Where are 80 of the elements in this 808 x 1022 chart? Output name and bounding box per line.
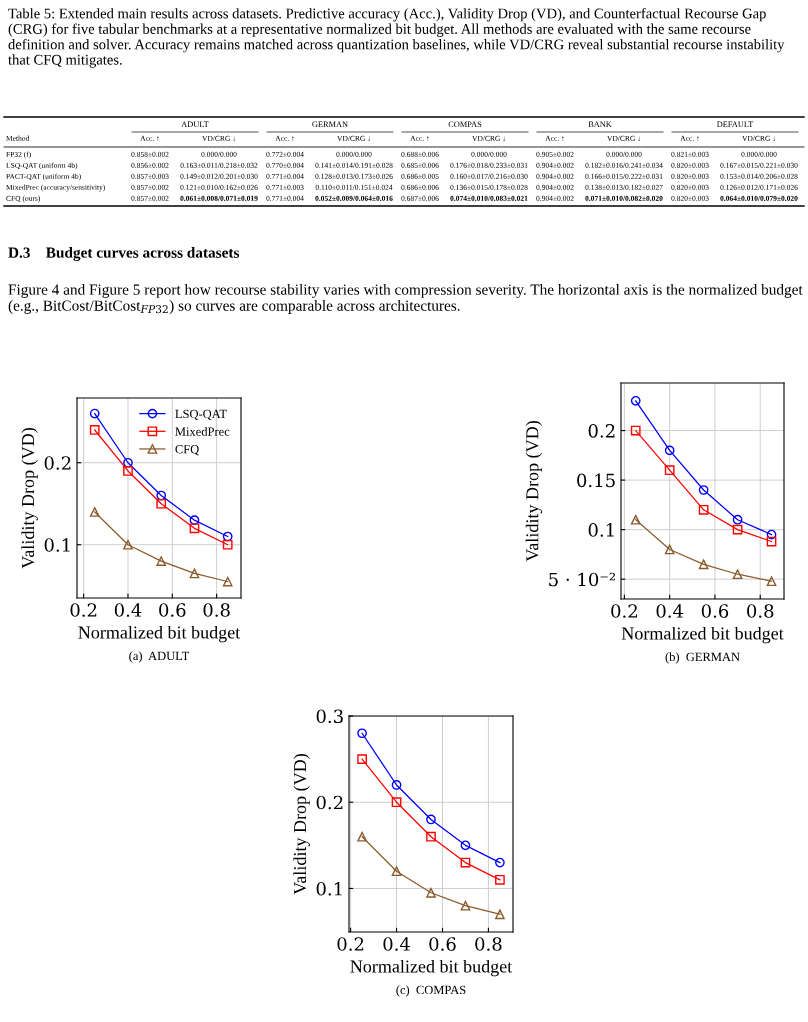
point [222,576,233,587]
y-tick-label: 0.2 [316,795,343,810]
point [189,568,200,579]
point [391,866,402,877]
x-tick-label: 0.2 [337,937,364,951]
x-tick-label: 0.6 [701,604,729,618]
point [357,831,367,842]
x-tick-label: 0.6 [159,603,186,617]
point [426,814,436,825]
point [698,504,709,515]
legend-label: MixedPrec [175,426,230,436]
point [89,425,100,435]
point [460,900,471,911]
point [460,857,471,868]
point [89,507,100,517]
legend-label: LSQ-QAT [175,409,227,421]
y-tick-label: 0.15 [577,473,615,488]
y-tick-label: 0.1 [316,881,342,896]
point [664,445,675,456]
y-axis-title: Validity Drop (VD) [293,754,310,895]
text: (a) ADULT [129,651,190,663]
point [426,887,436,898]
y-tick-label: 0.1 [44,538,70,552]
x-tick-label: 0.8 [203,603,230,617]
point [156,498,167,509]
point [460,840,471,851]
point [766,529,777,540]
x-tick-label: 0.2 [70,603,97,617]
point [698,485,709,495]
point [391,797,402,808]
point [732,569,743,580]
x-tick-label: 0.2 [611,604,637,618]
x-tick-label: 0.4 [114,603,142,617]
x-axis-title: Normalized bit budget [621,626,784,644]
point [495,909,505,920]
x-tick-label: 0.8 [747,604,774,618]
x-tick-label: 0.8 [475,937,502,951]
y-tick-label: 0.3 [316,709,343,724]
point [89,408,100,419]
point [156,556,167,566]
point [698,559,709,570]
text: D.3 Budget curves across datasets [8,247,240,261]
point [732,524,743,535]
text: (c) COMPAS [396,985,466,997]
x-tick-label: 0.6 [429,937,456,951]
y-tick-label: 0.2 [588,424,615,438]
y-axis-title: Validity Drop (VD) [21,428,38,569]
caption: Table 5: Extended main results across datasets. Predictive accuracy (Acc.), Validity Drop (VD), and Counterfactual Recourse Gap (CRG) for five tabular benchmarks at a representative normalized bit budget. All methods are evaluated with the same recourse definition and solver. Accuracy remains matched across quantization baselines, while VD/CRG reveal substantial recourse instability that CFQ mitigates. [8,8,785,68]
point [123,466,133,476]
point [156,490,167,501]
point [123,539,133,550]
x-tick-label: 0.4 [383,937,410,951]
x-axis-title: Normalized bit budget [78,625,241,643]
text: ADULT GERMAN COMPAS BANK DEFAULT [181,121,754,128]
point [630,425,641,436]
point [664,544,675,555]
point [391,780,402,790]
x-tick-label: 0.4 [656,604,684,618]
point [664,465,675,476]
point [189,523,200,534]
y-tick-label: 5 · 10⁻² [549,572,615,587]
point [630,514,641,525]
y-axis-title: Validity Drop (VD) [525,421,543,562]
y-tick-label: 0.1 [588,523,614,537]
point [495,857,505,868]
point [357,728,367,739]
point [630,395,641,406]
point [222,539,233,550]
caption: Figure 4 and Figure 5 report how recourse stability varies with compression severity. The horizontal axis is the normalized budget (e.g., BitCost/BitCost$_{FP32}$) so curves are comparable across architectures. [8,284,803,314]
point [766,536,777,547]
point [357,754,367,764]
point [732,514,743,525]
point [123,457,133,468]
text: (b) GERMAN [665,652,740,664]
point [426,831,436,842]
legend-label: CFQ [175,445,200,456]
x-axis-title: Normalized bit budget [350,959,513,977]
point [495,874,505,885]
point [766,576,777,587]
point [222,531,233,542]
